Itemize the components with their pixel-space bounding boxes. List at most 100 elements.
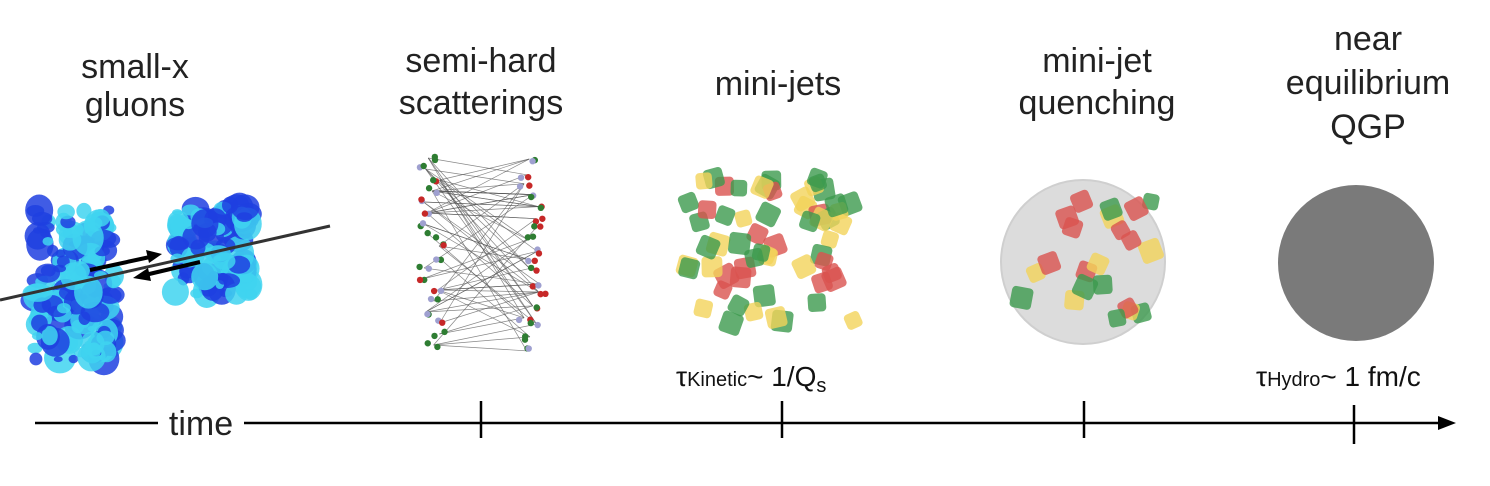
gluon-blob xyxy=(98,287,122,304)
network-node xyxy=(529,233,537,240)
network-link xyxy=(437,289,525,319)
gluon-blob xyxy=(166,237,190,251)
network-node xyxy=(437,256,445,264)
parton-patch xyxy=(755,201,781,228)
gluon-blob xyxy=(191,262,219,291)
parton-patch xyxy=(727,294,750,317)
network-link xyxy=(425,168,530,269)
parton-patch xyxy=(746,223,769,246)
gluon-blob xyxy=(47,244,59,257)
stage-label: quenching xyxy=(1019,84,1176,122)
parton-patch xyxy=(734,209,753,228)
gluon-blob xyxy=(76,202,92,219)
gluon-blob xyxy=(225,283,248,305)
network-node xyxy=(527,319,534,327)
gluon-blob xyxy=(167,215,188,237)
network-node xyxy=(524,173,532,181)
axis-label: time xyxy=(169,405,233,443)
network-node xyxy=(537,223,544,230)
arrow xyxy=(144,260,201,277)
tau-symbol: τ xyxy=(1256,361,1267,392)
network-node xyxy=(424,310,431,318)
parton-patch xyxy=(701,256,723,278)
parton-patch xyxy=(764,306,788,329)
network-link xyxy=(437,289,531,338)
network-link xyxy=(433,228,536,346)
network-link xyxy=(424,267,540,285)
network-link xyxy=(427,157,525,319)
parton-patch xyxy=(718,310,744,336)
parton-patch xyxy=(678,257,701,280)
gluon-blob xyxy=(213,252,236,270)
parton-patch xyxy=(1071,273,1099,301)
network-link xyxy=(432,190,539,208)
network-node xyxy=(433,189,440,197)
parton-patch xyxy=(743,301,764,322)
gluon-blob xyxy=(190,288,204,299)
network-node xyxy=(529,157,536,165)
network-node xyxy=(431,156,439,164)
tau-symbol: τ xyxy=(676,361,687,392)
relation: ~ 1 fm/c xyxy=(1320,361,1420,392)
network-node xyxy=(430,287,438,295)
gluon-blob xyxy=(56,302,71,314)
network-link xyxy=(437,289,539,293)
gluon-blob xyxy=(42,236,54,246)
stage-label: semi-hard xyxy=(405,42,556,80)
parton-patch xyxy=(799,210,821,233)
network-node xyxy=(533,267,540,274)
parton-patch xyxy=(1009,285,1034,310)
timescale: τKinetic~ 1/Qs xyxy=(676,361,826,397)
gluon-blob xyxy=(68,354,79,364)
gluon-blob xyxy=(236,212,253,222)
network-link xyxy=(439,183,525,324)
stage-label: mini-jet xyxy=(1042,42,1152,80)
network-node xyxy=(529,283,536,290)
network-node xyxy=(531,223,538,230)
parton-patch xyxy=(677,191,700,214)
gluon-blob xyxy=(53,356,63,363)
gluon-blob xyxy=(221,196,239,214)
network-node xyxy=(526,182,533,189)
gluon-blob xyxy=(161,278,189,306)
gluon-blob xyxy=(41,326,58,346)
stage-label: small-x xyxy=(81,48,189,86)
network-link xyxy=(423,194,534,269)
network-node xyxy=(421,210,429,217)
network-node xyxy=(542,290,549,298)
parton-patch xyxy=(843,311,863,330)
network-link xyxy=(433,336,530,346)
gluon-blob xyxy=(36,222,55,234)
gluon-blob xyxy=(53,264,67,273)
parton-patch xyxy=(730,179,748,197)
network-link xyxy=(431,158,530,192)
gluon-blob xyxy=(91,209,110,227)
network-link xyxy=(426,174,528,214)
network-node xyxy=(419,220,427,227)
parton-patch xyxy=(695,172,713,190)
network-node xyxy=(441,328,448,336)
parton-patch xyxy=(1070,189,1094,213)
parton-patch xyxy=(744,247,765,268)
tau-subscript: Hydro xyxy=(1267,369,1320,391)
network-node xyxy=(424,340,431,347)
gluon-blob xyxy=(31,314,48,332)
network-node xyxy=(531,257,538,265)
gluon-blob xyxy=(190,239,206,256)
network-node xyxy=(532,218,540,225)
network-node xyxy=(431,332,438,340)
network-link xyxy=(433,183,525,302)
network-node xyxy=(539,215,546,222)
parton-patch xyxy=(697,200,717,219)
network-node xyxy=(424,229,431,237)
parton-patch xyxy=(714,205,736,226)
network-link xyxy=(431,190,529,240)
parton-patch xyxy=(1092,274,1113,295)
network-node xyxy=(525,257,532,265)
beam-line xyxy=(0,224,331,302)
parton-patch xyxy=(693,298,714,319)
parton-patch xyxy=(695,234,721,260)
relation: ~ 1/Q xyxy=(747,361,816,392)
